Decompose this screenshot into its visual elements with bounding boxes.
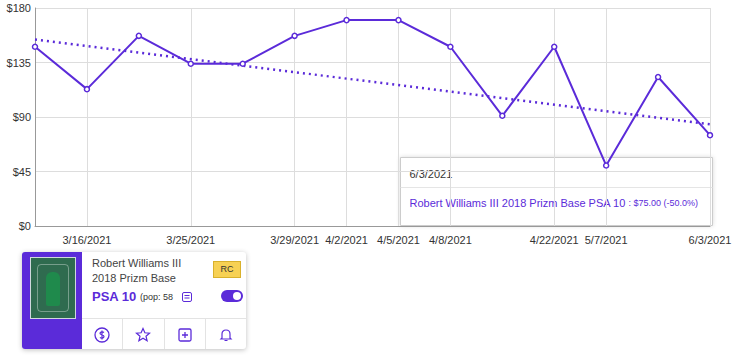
- svg-text:5/7/2021: 5/7/2021: [585, 234, 628, 246]
- svg-text:$0: $0: [19, 220, 31, 232]
- svg-text:4/8/2021: 4/8/2021: [429, 234, 472, 246]
- svg-text:4/2/2021: 4/2/2021: [325, 234, 368, 246]
- svg-text:: $75.00 (-50.0%): : $75.00 (-50.0%): [626, 198, 698, 208]
- svg-text:3/16/2021: 3/16/2021: [62, 234, 111, 246]
- html-text:RC: RC: [220, 264, 234, 274]
- svg-text:$180: $180: [7, 2, 31, 14]
- svg-text:Robert Williams III 2018 Prizm: Robert Williams III 2018 Prizm Base PSA …: [410, 197, 626, 209]
- html-text:Robert Williams III: Robert Williams III: [92, 257, 182, 269]
- svg-text:4/5/2021: 4/5/2021: [377, 234, 420, 246]
- svg-text:6/3/2021: 6/3/2021: [689, 234, 732, 246]
- svg-text:$45: $45: [13, 166, 31, 178]
- svg-text:3/25/2021: 3/25/2021: [166, 234, 215, 246]
- svg-text:6/3/2021: 6/3/2021: [410, 168, 453, 180]
- html-text:2018 Prizm Base: 2018 Prizm Base: [92, 272, 176, 284]
- svg-text:$90: $90: [13, 111, 31, 123]
- svg-text:3/29/2021: 3/29/2021: [270, 234, 319, 246]
- svg-text:$135: $135: [7, 57, 31, 69]
- html-text:PSA 10 (pop: 58: PSA 10 (pop: 58: [92, 289, 173, 304]
- svg-text:4/22/2021: 4/22/2021: [530, 234, 579, 246]
